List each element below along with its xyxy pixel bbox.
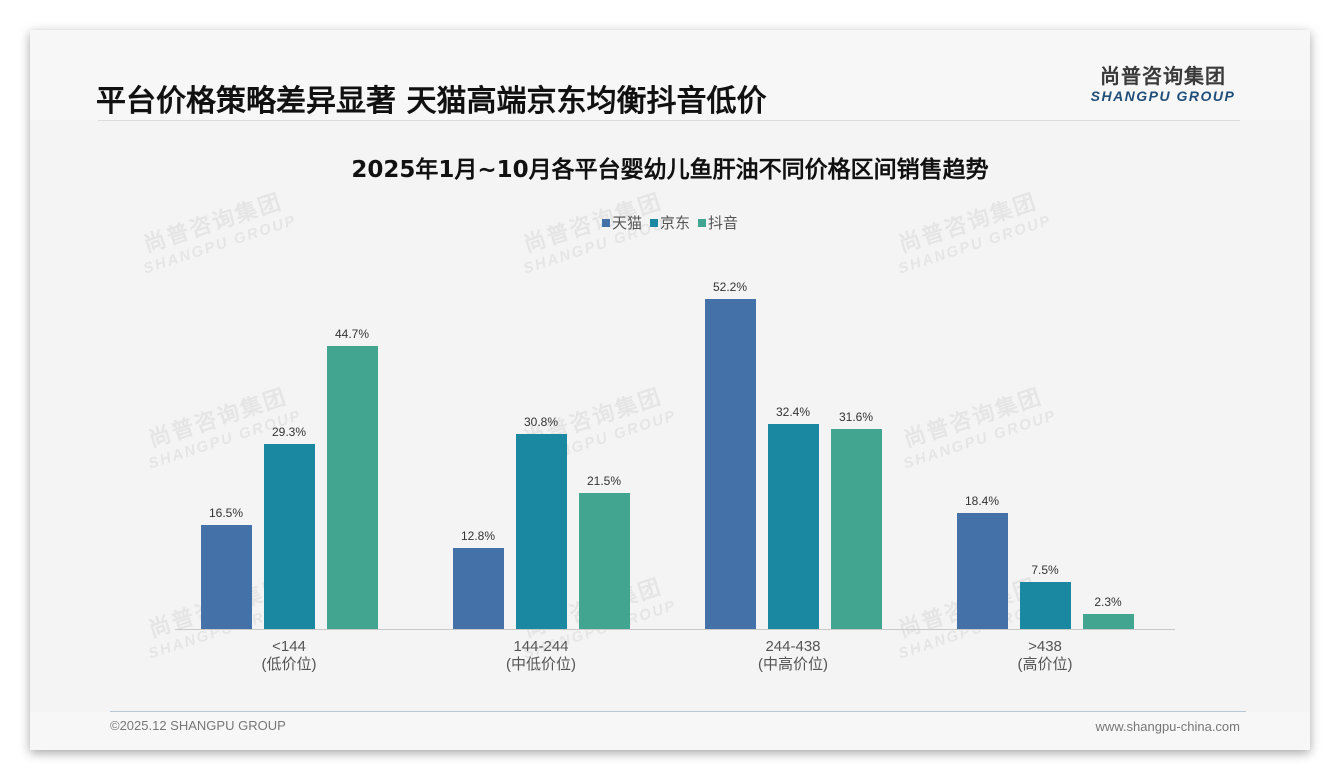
- price-tier: (低价位): [261, 656, 317, 673]
- footer-website: www.shangpu-china.com: [1095, 719, 1240, 734]
- legend-swatch-icon: [601, 218, 610, 227]
- bar-jd: [263, 443, 315, 629]
- legend-label: 京东: [659, 215, 690, 232]
- page-title: 平台价格策略差异显著 天猫高端京东均衡抖音低价: [96, 84, 767, 119]
- bar-value-label: 31.6%: [838, 410, 874, 425]
- company-logo: 尚普咨询集团 SHANGPU GROUP: [1088, 64, 1238, 104]
- footer-band: [30, 712, 1310, 750]
- price-tier: (中低价位): [506, 656, 576, 673]
- bar-tmall: [452, 548, 504, 629]
- header-band: [30, 30, 1310, 120]
- legend-item-jd: 京东: [649, 212, 690, 233]
- legend-item-tmall: 天猫: [601, 212, 642, 233]
- chart-plot-area: 16.5% 12.8% 52.2% 18.4% 29.3% 30.8% 32.4% 7.5% 4…: [175, 260, 1175, 673]
- bar-value-label: 12.8%: [460, 529, 496, 544]
- bar-douyin: [1082, 614, 1134, 629]
- bar-jd: [767, 424, 819, 629]
- price-range: <144: [272, 638, 306, 655]
- price-range: 144-244: [513, 638, 569, 655]
- logo-cn-text: 尚普咨询集团: [1100, 64, 1226, 88]
- bar-value-label: 16.5%: [208, 505, 244, 520]
- header-divider: [98, 120, 1240, 121]
- bar-value-label: 29.3%: [271, 424, 307, 439]
- chart-legend: 天猫 京东 抖音: [30, 212, 1310, 233]
- legend-label: 抖音: [708, 215, 739, 232]
- logo-en-text: SHANGPU GROUP: [1090, 88, 1236, 104]
- price-tier: (中高价位): [758, 656, 828, 673]
- bar-jd: [515, 434, 567, 629]
- bar-value-label: 32.4%: [775, 405, 811, 420]
- bar-value-label: 21.5%: [586, 474, 622, 489]
- x-axis-category-label: >438 (高价位): [945, 638, 1145, 674]
- bar-value-label: 44.7%: [334, 327, 370, 342]
- bar-jd: [1019, 581, 1071, 629]
- x-axis-line: [175, 629, 1175, 630]
- bar-douyin: [326, 346, 378, 629]
- x-axis-category-label: <144 (低价位): [189, 638, 389, 674]
- footer-divider: [110, 711, 1246, 712]
- bar-value-label: 52.2%: [712, 280, 748, 294]
- legend-label: 天猫: [611, 215, 642, 232]
- bar-tmall: [200, 524, 252, 629]
- price-range: >438: [1028, 638, 1062, 655]
- bar-tmall: [956, 512, 1008, 629]
- bar-tmall: [704, 299, 756, 629]
- bar-douyin: [830, 429, 882, 629]
- legend-swatch-icon: [649, 218, 658, 227]
- price-range: 244-438: [765, 638, 821, 655]
- bar-douyin: [578, 493, 630, 629]
- bar-value-label: 30.8%: [523, 415, 559, 430]
- legend-item-douyin: 抖音: [698, 212, 738, 233]
- bar-value-label: 18.4%: [964, 493, 1000, 508]
- bar-value-label: 7.5%: [1031, 562, 1059, 577]
- chart-title: 2025年1月~10月各平台婴幼儿鱼肝油不同价格区间销售趋势: [351, 157, 989, 183]
- legend-swatch-icon: [698, 218, 706, 227]
- footer-copyright: ©2025.12 SHANGPU GROUP: [110, 718, 286, 733]
- x-axis-category-label: 244-438 (中高价位): [693, 638, 893, 674]
- price-tier: (高价位): [1017, 656, 1073, 673]
- bar-value-label: 2.3%: [1094, 595, 1122, 610]
- x-axis-category-label: 144-244 (中低价位): [441, 638, 641, 674]
- slide: 平台价格策略差异显著 天猫高端京东均衡抖音低价 尚普咨询集团 SHANGPU G…: [30, 30, 1310, 750]
